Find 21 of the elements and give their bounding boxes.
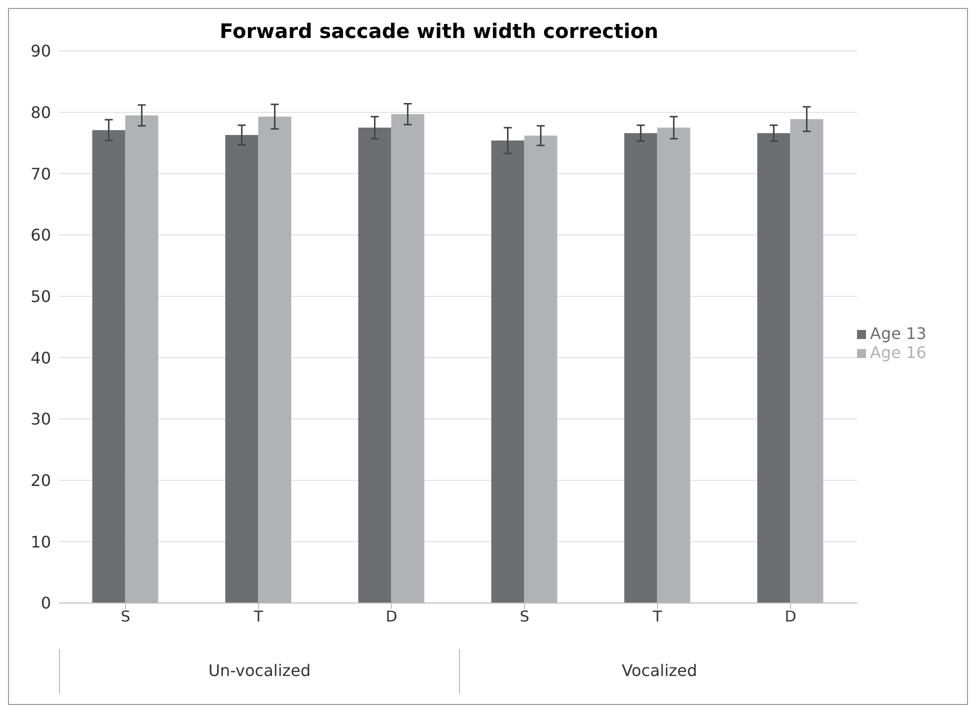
legend-label: Age 13 <box>870 324 926 343</box>
y-tick-label: 30 <box>30 410 51 429</box>
y-tick-label: 70 <box>30 164 51 184</box>
x-tick-label: T <box>252 608 264 626</box>
y-tick-label: 80 <box>30 103 51 122</box>
text: Vocalized <box>459 649 859 694</box>
chart-title: Forward saccade with width correction <box>218 18 660 43</box>
y-tick-label: 20 <box>30 471 51 490</box>
y-tick-label: 50 <box>30 287 51 306</box>
y-tick-label: 90 <box>30 42 51 61</box>
y-tick-label: 10 <box>30 532 51 552</box>
x-tick-label: S <box>120 608 130 626</box>
x-tick-label: S <box>520 608 530 626</box>
x-tick-label: D <box>784 608 796 626</box>
text: Un-vocalized <box>59 649 459 694</box>
x-tick-label: D <box>386 608 398 626</box>
y-tick-label: 60 <box>30 226 51 245</box>
x-tick-label: T <box>652 608 663 626</box>
legend-label: Age 16 <box>870 343 926 362</box>
y-tick-label: 40 <box>30 348 51 368</box>
y-tick-label: 0 <box>40 594 51 613</box>
